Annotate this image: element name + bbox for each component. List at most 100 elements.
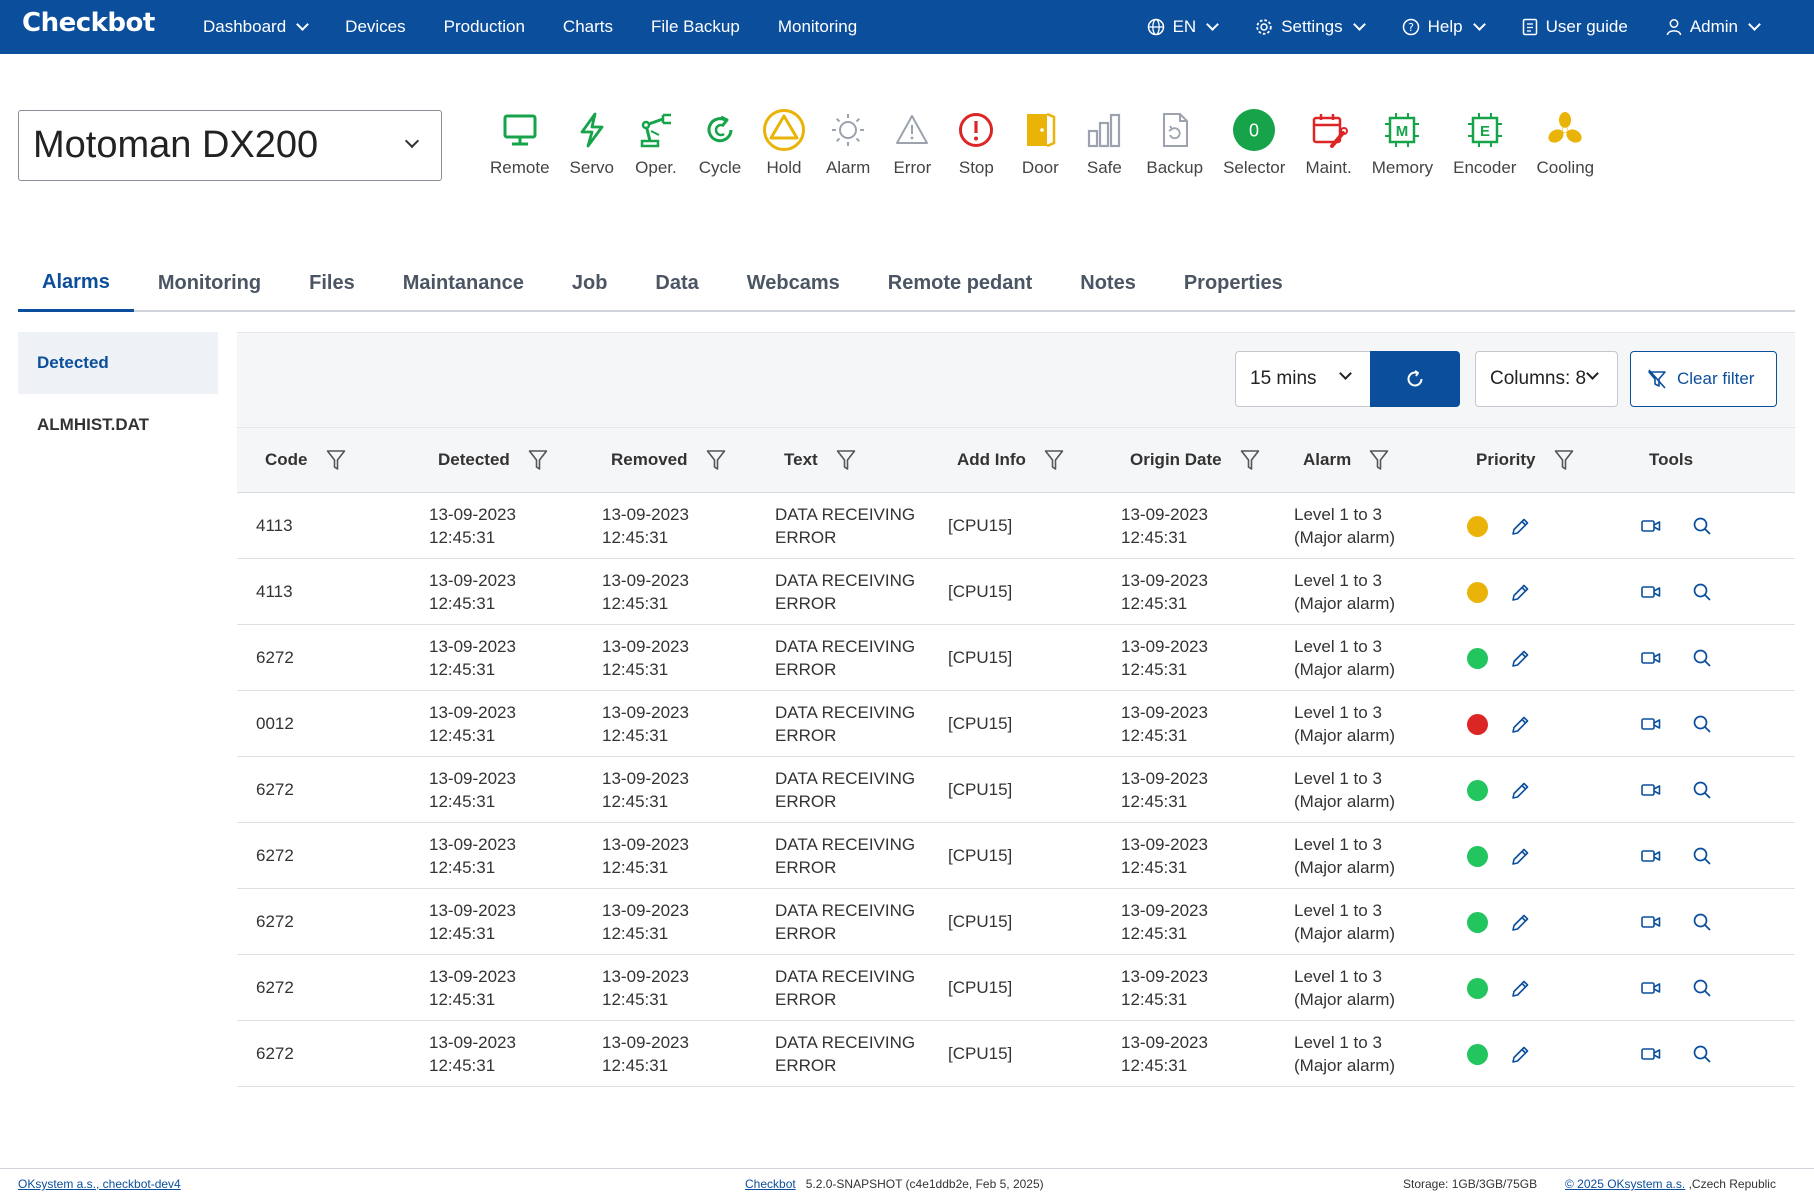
admin-menu[interactable]: Admin <box>1647 17 1778 37</box>
cell-origin-date: 13-09-2023 12:45:31 <box>1102 625 1275 691</box>
tab-files[interactable]: Files <box>309 272 355 294</box>
clear-filter-button[interactable]: Clear filter <box>1630 351 1777 407</box>
filter-icon[interactable] <box>706 449 726 471</box>
cell-line: 13-09-2023 <box>429 768 516 788</box>
tab-maintanance[interactable]: Maintanance <box>402 272 524 294</box>
status-label: Remote <box>490 158 550 177</box>
filter-icon[interactable] <box>1369 449 1389 471</box>
cell-line: 13-09-2023 <box>602 768 689 788</box>
nav-charts[interactable]: Charts <box>544 17 632 37</box>
checkbot-logo[interactable]: Checkbot <box>22 8 155 38</box>
stop-icon <box>959 113 994 147</box>
video-camera-icon[interactable] <box>1640 847 1662 865</box>
filter-icon[interactable] <box>326 449 346 471</box>
search-icon[interactable] <box>1692 912 1712 932</box>
edit-pencil-icon[interactable] <box>1510 847 1530 867</box>
nav-file-backup[interactable]: File Backup <box>632 17 759 37</box>
top-navbar: Checkbot Dashboard Devices Production Ch… <box>0 0 1814 54</box>
tab-remote-pedant[interactable]: Remote pedant <box>887 272 1033 294</box>
tab-notes[interactable]: Notes <box>1080 272 1136 294</box>
help-menu[interactable]: ? Help <box>1383 17 1503 37</box>
status-label: Maint. <box>1305 158 1352 177</box>
video-camera-icon[interactable] <box>1640 649 1662 667</box>
tab-job[interactable]: Job <box>571 272 608 294</box>
footer-product-link[interactable]: Checkbot <box>745 1177 796 1191</box>
priority-dot <box>1467 516 1488 537</box>
language-selector[interactable]: EN <box>1128 17 1237 37</box>
edit-pencil-icon[interactable] <box>1510 781 1530 801</box>
nav-production[interactable]: Production <box>425 17 544 37</box>
robot-arm-icon <box>640 113 671 148</box>
monitor-icon <box>503 114 537 146</box>
status-cooling: Cooling <box>1526 108 1604 178</box>
cell-detected: 13-09-2023 12:45:31 <box>410 691 583 757</box>
filter-icon[interactable] <box>1044 449 1064 471</box>
video-camera-icon[interactable] <box>1640 715 1662 733</box>
settings-menu[interactable]: Settings <box>1236 17 1382 37</box>
nav-monitoring[interactable]: Monitoring <box>759 17 876 37</box>
edit-pencil-icon[interactable] <box>1510 913 1530 933</box>
edit-pencil-icon[interactable] <box>1510 715 1530 735</box>
selector-value: 0 <box>1249 121 1259 141</box>
video-camera-icon[interactable] <box>1640 517 1662 535</box>
video-camera-icon[interactable] <box>1640 913 1662 931</box>
cell-tools <box>1621 493 1795 559</box>
search-icon[interactable] <box>1692 1044 1712 1064</box>
nav-dashboard[interactable]: Dashboard <box>184 17 326 37</box>
columns-select[interactable]: Columns: 8 <box>1475 351 1618 407</box>
footer-copyright-link[interactable]: © 2025 OKsystem a.s. <box>1565 1177 1686 1191</box>
edit-pencil-icon[interactable] <box>1510 979 1530 999</box>
footer-company-link[interactable]: OKsystem a.s., checkbot-dev4 <box>18 1177 181 1191</box>
edit-pencil-icon[interactable] <box>1510 1045 1530 1065</box>
user-icon <box>1666 19 1682 36</box>
filter-icon[interactable] <box>1240 449 1260 471</box>
sidebar-item-detected[interactable]: Detected <box>18 332 218 394</box>
edit-pencil-icon[interactable] <box>1510 517 1530 537</box>
cell-removed: 13-09-2023 12:45:31 <box>583 493 756 559</box>
device-selector[interactable]: Motoman DX200 <box>18 110 442 181</box>
nav-production-label: Production <box>443 17 525 36</box>
search-icon[interactable] <box>1692 978 1712 998</box>
interval-select[interactable]: 15 mins <box>1235 351 1371 407</box>
cell-line: ERROR <box>775 593 837 613</box>
user-guide-link[interactable]: User guide <box>1503 17 1647 37</box>
status-label: Selector <box>1223 158 1286 177</box>
video-camera-icon[interactable] <box>1640 1045 1662 1063</box>
search-icon[interactable] <box>1692 714 1712 734</box>
video-camera-icon[interactable] <box>1640 781 1662 799</box>
tab-properties[interactable]: Properties <box>1183 272 1283 294</box>
cell-tools <box>1621 559 1795 625</box>
cell-line: (Major alarm) <box>1294 659 1396 679</box>
alarms-sidebar: Detected ALMHIST.DAT <box>18 332 218 456</box>
search-icon[interactable] <box>1692 582 1712 602</box>
selector-icon: 0 <box>1233 109 1276 151</box>
sidebar-item-almhist[interactable]: ALMHIST.DAT <box>37 415 150 434</box>
video-camera-icon[interactable] <box>1640 583 1662 601</box>
user-guide-label: User guide <box>1545 17 1628 36</box>
cell-line: (Major alarm) <box>1294 1055 1396 1075</box>
status-bar: Remote Servo Oper. Cycle Hold Alarm Erro… <box>480 108 1604 178</box>
tab-webcams[interactable]: Webcams <box>746 272 840 294</box>
filter-icon[interactable] <box>836 449 856 471</box>
tab-data[interactable]: Data <box>655 272 699 294</box>
tab-alarms[interactable]: Alarms <box>18 255 134 312</box>
filter-icon[interactable] <box>528 449 548 471</box>
edit-pencil-icon[interactable] <box>1510 649 1530 669</box>
nav-devices-label: Devices <box>345 17 406 36</box>
filter-icon[interactable] <box>1554 449 1574 471</box>
cell-priority <box>1448 757 1621 823</box>
cell-line: 12:45:31 <box>1121 923 1188 943</box>
refresh-button[interactable] <box>1370 351 1460 407</box>
video-camera-icon[interactable] <box>1640 979 1662 997</box>
search-icon[interactable] <box>1692 846 1712 866</box>
search-icon[interactable] <box>1692 516 1712 536</box>
cell-line: 12:45:31 <box>602 857 669 877</box>
nav-devices[interactable]: Devices <box>326 17 424 37</box>
columns-value: Columns: 8 <box>1490 368 1587 389</box>
cell-line: ERROR <box>775 659 837 679</box>
edit-pencil-icon[interactable] <box>1510 583 1530 603</box>
tab-monitoring[interactable]: Monitoring <box>157 272 262 294</box>
search-icon[interactable] <box>1692 648 1712 668</box>
search-icon[interactable] <box>1692 780 1712 800</box>
priority-dot <box>1467 582 1488 603</box>
